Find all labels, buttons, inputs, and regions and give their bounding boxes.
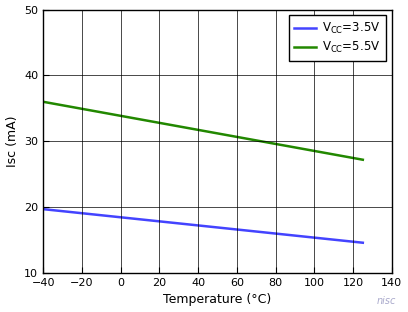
X-axis label: Temperature (°C): Temperature (°C) (163, 294, 272, 306)
Legend: V$_{\mathregular{CC}}$=3.5V, V$_{\mathregular{CC}}$=5.5V: V$_{\mathregular{CC}}$=3.5V, V$_{\mathre… (288, 16, 386, 61)
Y-axis label: Isc (mA): Isc (mA) (6, 115, 18, 167)
Text: nisc: nisc (377, 296, 396, 306)
